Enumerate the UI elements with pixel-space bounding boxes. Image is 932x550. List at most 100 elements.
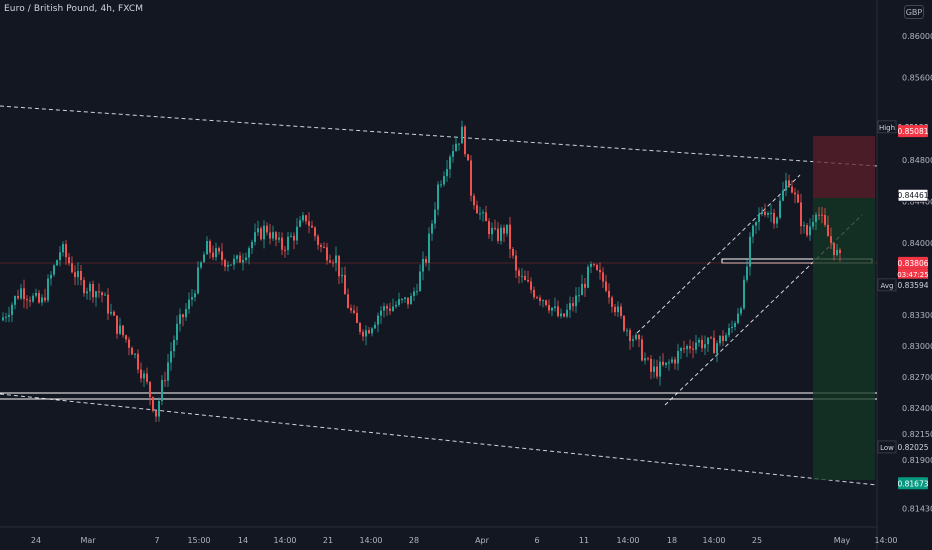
candle-body: [188, 299, 190, 310]
time-tick-label: 15:00: [187, 536, 210, 545]
time-tick-label: Mar: [80, 536, 96, 545]
candle-body: [797, 194, 799, 203]
candle-body: [38, 292, 40, 303]
candle-body: [71, 263, 73, 273]
candle-body: [674, 359, 676, 364]
candle-body: [542, 300, 544, 302]
price-tag-value: 0.84461: [897, 191, 928, 200]
candle-body: [830, 236, 832, 243]
price-tag-box: [898, 440, 928, 453]
candle-body: [50, 274, 52, 279]
candle-body: [149, 381, 151, 398]
candle-body: [698, 339, 700, 343]
candle-body: [95, 291, 97, 298]
price-tag-box: [898, 125, 928, 138]
candle-body: [302, 215, 304, 221]
candle-body: [749, 236, 751, 267]
candle-body: [485, 212, 487, 222]
candle-body: [293, 235, 295, 241]
candle-body: [383, 306, 385, 311]
candle-body: [161, 380, 163, 402]
candle-body: [467, 154, 469, 161]
candle-body: [257, 228, 259, 233]
candle-body: [350, 307, 352, 311]
candle-body: [578, 295, 580, 297]
time-tick-label: 24: [31, 536, 41, 545]
candle-body: [761, 211, 763, 215]
candle-body: [191, 297, 193, 300]
candle-body: [671, 359, 673, 363]
candle-body: [839, 249, 841, 254]
candle-body: [725, 335, 727, 342]
time-tick-label: 7: [154, 536, 159, 545]
candle-body: [248, 248, 250, 258]
candle-body: [284, 249, 286, 251]
time-tick-label: Apr: [475, 536, 490, 545]
candle-body: [524, 275, 526, 281]
candle-body: [179, 314, 181, 324]
price-tag-value: 0.83594: [897, 281, 928, 290]
candle-body: [2, 317, 4, 321]
candle-body: [269, 232, 271, 239]
candle-body: [209, 241, 211, 253]
candle-body: [503, 227, 505, 234]
candle-body: [332, 262, 334, 264]
candle-body: [758, 214, 760, 222]
candle-body: [443, 176, 445, 185]
candle-body: [476, 205, 478, 214]
candle-body: [197, 267, 199, 294]
candle-body: [482, 212, 484, 214]
candle-body: [653, 366, 655, 372]
candle-body: [752, 225, 754, 237]
candle-body: [647, 358, 649, 360]
candle-body: [458, 143, 460, 145]
candle-body: [563, 313, 565, 317]
time-tick-label: 14:00: [874, 536, 897, 545]
candle-body: [170, 351, 172, 363]
candle-body: [353, 310, 355, 313]
candle-body: [479, 213, 481, 215]
candle-body: [233, 258, 235, 265]
time-tick-label: 14: [238, 536, 248, 545]
candle-body: [836, 249, 838, 256]
candle-body: [359, 323, 361, 332]
candle-body: [665, 362, 667, 365]
candle-body: [614, 306, 616, 313]
candle-body: [53, 265, 55, 275]
candle-body: [56, 260, 58, 266]
candle-body: [266, 225, 268, 233]
candle-body: [374, 324, 376, 329]
candle-body: [734, 322, 736, 327]
candle-body: [587, 266, 589, 288]
price-tag-label: High: [879, 124, 895, 132]
candle-body: [818, 214, 820, 216]
price-tick-label: 0.84000: [902, 239, 932, 248]
candle-body: [260, 228, 262, 240]
candle-body: [608, 290, 610, 298]
candle-body: [623, 315, 625, 331]
candle-body: [452, 151, 454, 157]
time-tick-label: 14:00: [359, 536, 382, 545]
currency-button[interactable]: GBP: [904, 5, 924, 19]
price-tag-label-box: [877, 120, 897, 134]
candle-body: [287, 236, 289, 251]
candle-body: [521, 275, 523, 277]
candle-body: [137, 353, 139, 370]
candle-body: [509, 224, 511, 249]
candle-body: [77, 270, 79, 278]
countdown-box: [898, 268, 928, 279]
candle-body: [176, 323, 178, 341]
price-tag-label-box: [877, 278, 897, 292]
candle-body: [398, 299, 400, 305]
candle-body: [596, 264, 598, 270]
candle-body: [656, 366, 658, 377]
candle-body: [323, 246, 325, 248]
candle-body: [23, 288, 25, 300]
candle-body: [290, 235, 292, 237]
candle-body: [701, 339, 703, 349]
candle-body: [710, 337, 712, 339]
candle-body: [365, 330, 367, 337]
candle-body: [224, 260, 226, 267]
candle-body: [488, 221, 490, 235]
